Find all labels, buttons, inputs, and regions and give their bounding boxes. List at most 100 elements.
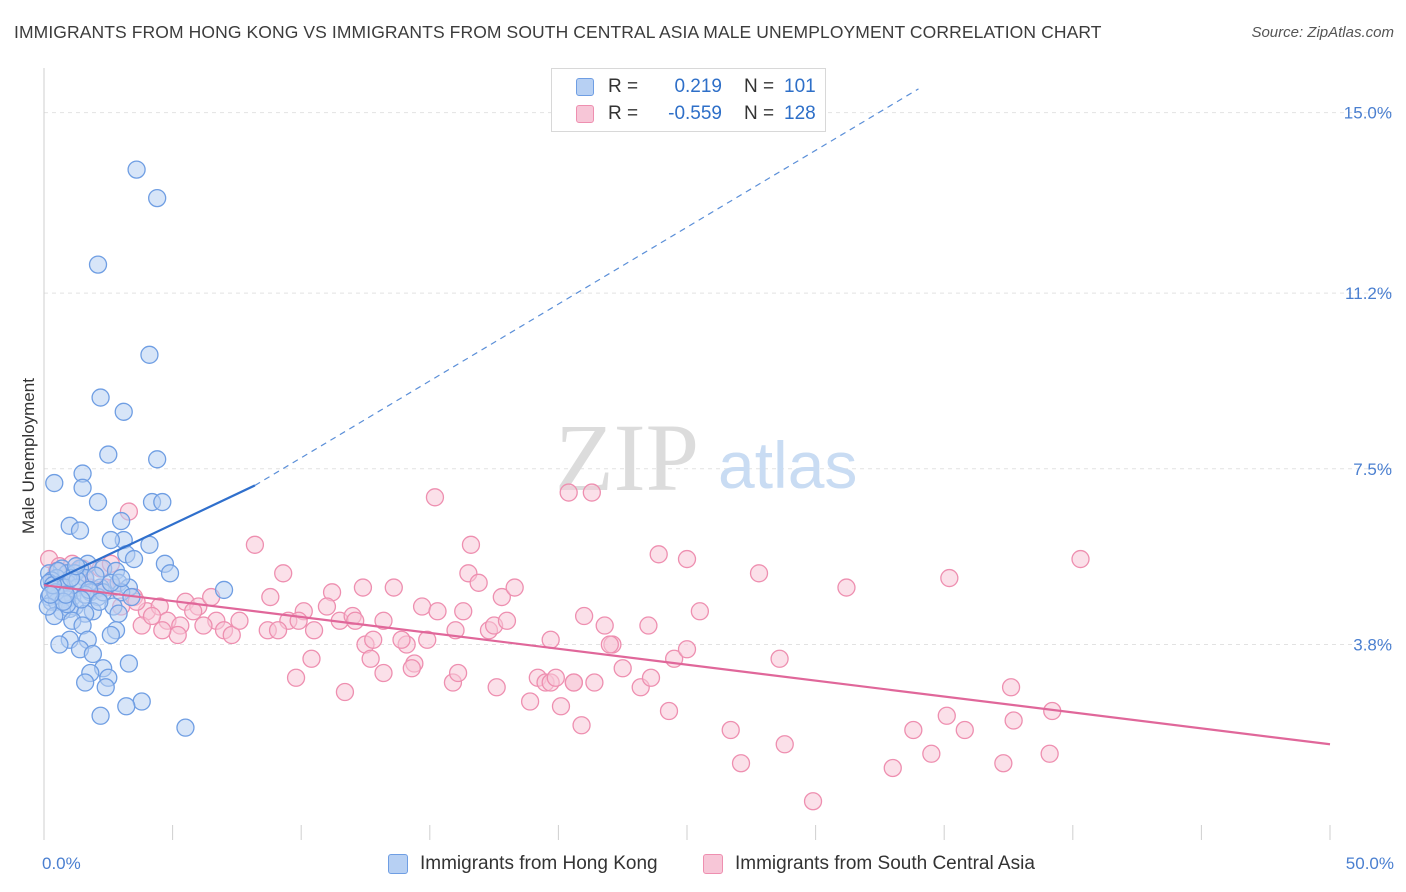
data-point-south-central-asia bbox=[551, 697, 571, 716]
data-point-hong-kong bbox=[91, 706, 110, 725]
data-point-south-central-asia bbox=[194, 616, 213, 635]
data-point-south-central-asia bbox=[585, 673, 604, 692]
trend-line-hong-kong-extension bbox=[254, 88, 919, 486]
data-point-south-central-asia bbox=[994, 754, 1013, 773]
data-point-south-central-asia bbox=[384, 578, 403, 597]
data-point-south-central-asia bbox=[649, 545, 668, 564]
data-point-south-central-asia bbox=[955, 720, 974, 740]
data-point-south-central-asia bbox=[487, 678, 506, 697]
bottom-legend-label-hong-kong: Immigrants from Hong Kong bbox=[420, 853, 658, 874]
legend-row-south-central-asia: R = -0.559 N = 128 bbox=[576, 102, 816, 126]
data-point-south-central-asia bbox=[690, 602, 710, 621]
data-point-hong-kong bbox=[140, 345, 159, 364]
data-point-south-central-asia bbox=[1004, 711, 1023, 730]
trend-line-hong-kong bbox=[43, 484, 256, 587]
data-point-hong-kong bbox=[88, 255, 108, 274]
data-point-south-central-asia bbox=[353, 578, 373, 597]
legend-r-value: -0.559 bbox=[668, 103, 722, 124]
data-point-south-central-asia bbox=[364, 630, 383, 649]
bottom-legend-hong-kong: Immigrants from Hong Kong bbox=[388, 850, 658, 878]
data-point-hong-kong bbox=[88, 492, 108, 512]
data-point-south-central-asia bbox=[564, 673, 583, 692]
data-point-south-central-asia bbox=[346, 611, 365, 630]
y-tick-label: 3.8% bbox=[1353, 636, 1392, 655]
data-point-south-central-asia bbox=[497, 611, 517, 630]
data-point-south-central-asia bbox=[1001, 678, 1021, 697]
y-tick-label: 7.5% bbox=[1353, 460, 1392, 479]
data-point-south-central-asia bbox=[374, 663, 393, 683]
axes bbox=[43, 68, 1331, 840]
data-point-south-central-asia bbox=[749, 564, 769, 583]
legend-swatch-south-central-asia bbox=[576, 105, 594, 123]
y-tick-label: 15.0% bbox=[1344, 104, 1392, 123]
legend-n-label: N = bbox=[744, 76, 775, 97]
data-point-south-central-asia bbox=[541, 630, 560, 649]
data-point-south-central-asia bbox=[770, 649, 789, 668]
points-south-central-asia bbox=[39, 483, 1090, 811]
data-point-south-central-asia bbox=[639, 616, 658, 635]
data-point-south-central-asia bbox=[461, 535, 481, 554]
data-point-hong-kong bbox=[117, 697, 136, 716]
data-point-south-central-asia bbox=[268, 621, 288, 640]
data-point-hong-kong bbox=[83, 644, 103, 664]
data-point-south-central-asia bbox=[153, 621, 172, 640]
bottom-legend-label-south-central-asia: Immigrants from South Central Asia bbox=[735, 853, 1035, 874]
data-point-south-central-asia bbox=[335, 682, 355, 702]
legend-swatch-hong-kong bbox=[576, 78, 594, 96]
data-point-south-central-asia bbox=[659, 701, 679, 721]
data-point-south-central-asia bbox=[600, 635, 619, 654]
data-point-south-central-asia bbox=[245, 535, 265, 554]
data-point-south-central-asia bbox=[582, 483, 601, 502]
data-point-hong-kong bbox=[72, 590, 91, 609]
data-point-hong-kong bbox=[160, 564, 180, 583]
trend-lines bbox=[43, 88, 1331, 746]
data-point-south-central-asia bbox=[448, 663, 468, 683]
data-point-hong-kong bbox=[153, 492, 172, 512]
watermark-atlas: atlas bbox=[718, 428, 857, 502]
data-point-south-central-asia bbox=[559, 483, 578, 502]
data-point-south-central-asia bbox=[425, 488, 445, 507]
bottom-legend-swatch-south-central-asia bbox=[703, 854, 723, 874]
data-point-south-central-asia bbox=[402, 659, 421, 678]
legend-r-value: 0.219 bbox=[674, 76, 722, 97]
data-point-south-central-asia bbox=[904, 720, 923, 740]
data-point-south-central-asia bbox=[520, 692, 540, 711]
data-point-south-central-asia bbox=[572, 716, 591, 735]
data-point-south-central-asia bbox=[937, 706, 956, 725]
data-point-hong-kong bbox=[127, 160, 146, 179]
data-point-south-central-asia bbox=[418, 630, 437, 649]
data-point-south-central-asia bbox=[641, 668, 661, 687]
grid-lines bbox=[44, 112, 1392, 646]
data-point-south-central-asia bbox=[230, 611, 249, 630]
data-point-south-central-asia bbox=[492, 587, 511, 607]
points-hong-kong bbox=[38, 160, 234, 737]
data-point-south-central-asia bbox=[374, 611, 393, 630]
data-point-hong-kong bbox=[70, 521, 90, 540]
data-point-hong-kong bbox=[132, 692, 151, 711]
data-point-hong-kong bbox=[101, 625, 121, 645]
data-point-south-central-asia bbox=[505, 578, 524, 597]
data-point-hong-kong bbox=[119, 654, 139, 673]
data-point-hong-kong bbox=[101, 530, 121, 550]
data-point-south-central-asia bbox=[883, 758, 902, 778]
data-point-south-central-asia bbox=[721, 720, 740, 740]
trend-line-south-central-asia bbox=[43, 584, 1331, 746]
data-point-hong-kong bbox=[112, 568, 131, 588]
data-point-south-central-asia bbox=[731, 754, 751, 773]
bottom-legend-swatch-hong-kong bbox=[388, 854, 408, 874]
data-point-hong-kong bbox=[124, 549, 144, 569]
data-point-south-central-asia bbox=[361, 649, 380, 668]
data-point-hong-kong bbox=[41, 585, 60, 604]
chart-title: IMMIGRANTS FROM HONG KONG VS IMMIGRANTS … bbox=[14, 22, 1102, 42]
data-point-south-central-asia bbox=[392, 630, 411, 649]
legend-n-value: 101 bbox=[784, 76, 816, 97]
data-point-hong-kong bbox=[91, 388, 110, 407]
data-point-south-central-asia bbox=[1071, 549, 1090, 569]
data-point-hong-kong bbox=[99, 445, 118, 464]
y-axis-label: Male Unemployment bbox=[19, 378, 38, 534]
data-point-hong-kong bbox=[112, 511, 131, 531]
legend-n-label: N = bbox=[744, 103, 775, 124]
legend-r-label: R = bbox=[608, 103, 639, 124]
bottom-legend-south-central-asia: Immigrants from South Central Asia bbox=[703, 850, 1035, 878]
